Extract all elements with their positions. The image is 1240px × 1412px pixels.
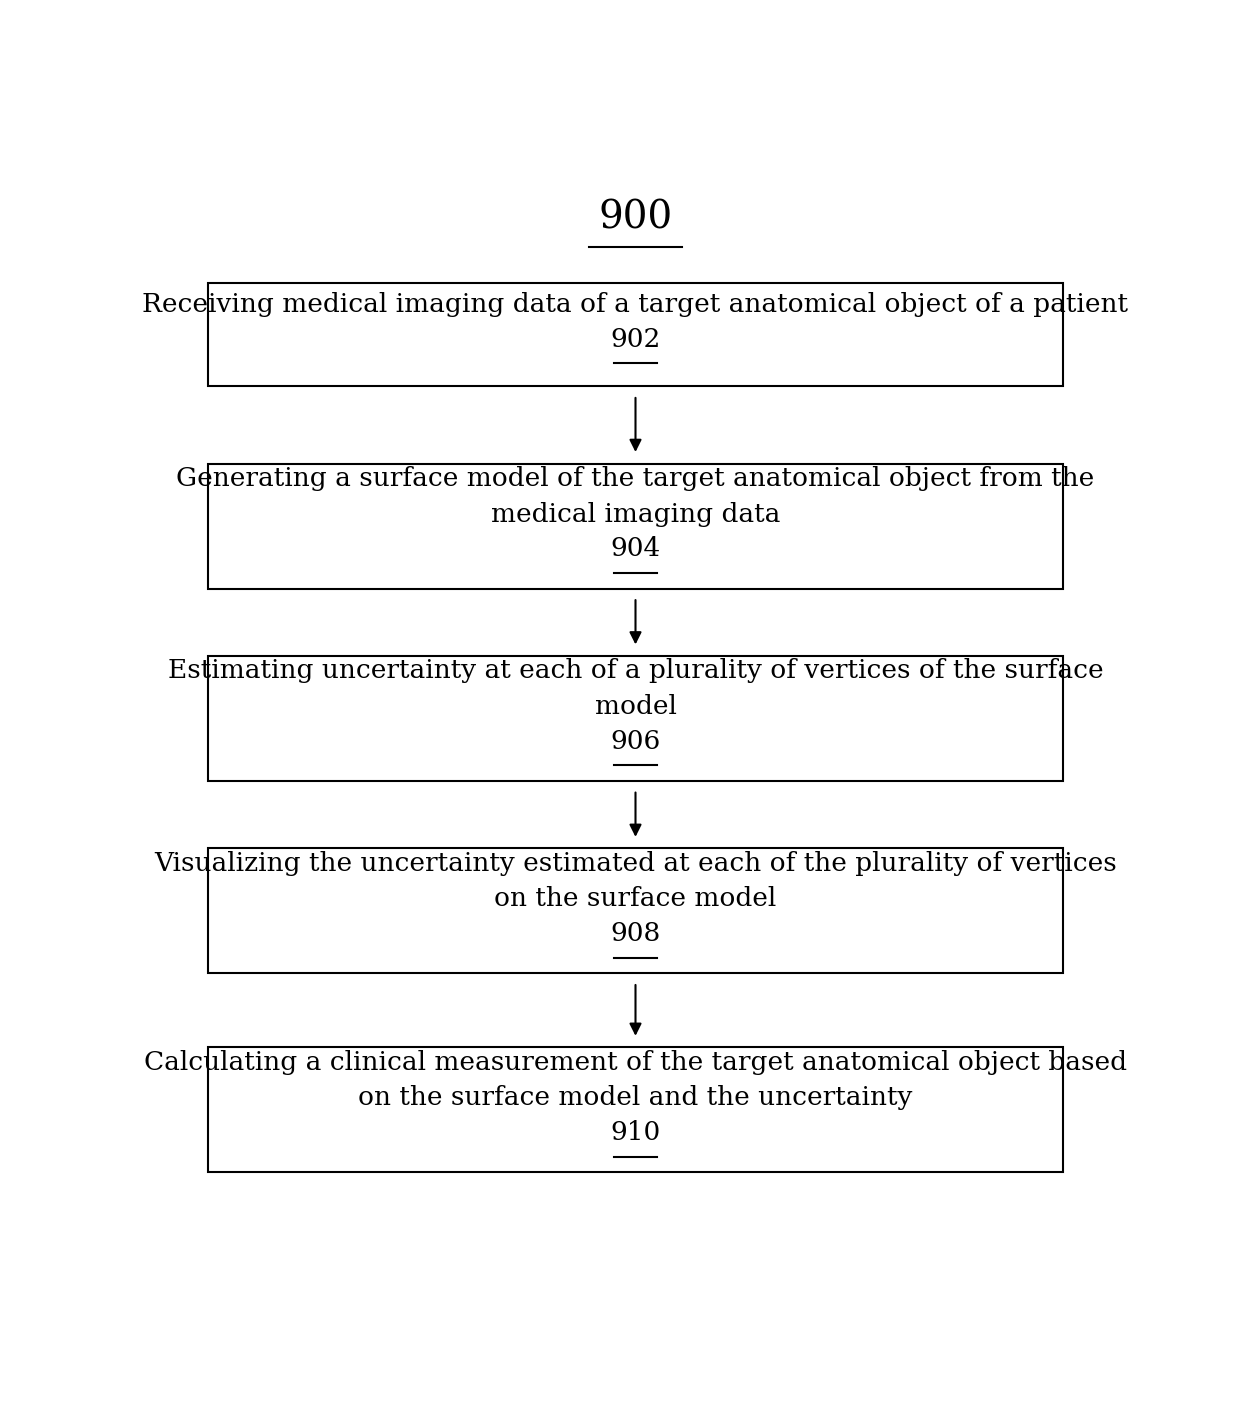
Text: Visualizing the uncertainty estimated at each of the plurality of vertices: Visualizing the uncertainty estimated at… bbox=[154, 850, 1117, 875]
Text: 908: 908 bbox=[610, 921, 661, 946]
Text: Receiving medical imaging data of a target anatomical object of a patient: Receiving medical imaging data of a targ… bbox=[143, 292, 1128, 318]
FancyBboxPatch shape bbox=[208, 282, 1063, 387]
Text: 904: 904 bbox=[610, 537, 661, 562]
Text: on the surface model: on the surface model bbox=[495, 887, 776, 912]
Text: on the surface model and the uncertainty: on the surface model and the uncertainty bbox=[358, 1086, 913, 1110]
Text: Generating a surface model of the target anatomical object from the: Generating a surface model of the target… bbox=[176, 466, 1095, 491]
Text: 902: 902 bbox=[610, 328, 661, 352]
Text: 910: 910 bbox=[610, 1120, 661, 1145]
FancyBboxPatch shape bbox=[208, 657, 1063, 781]
FancyBboxPatch shape bbox=[208, 849, 1063, 973]
FancyBboxPatch shape bbox=[208, 1048, 1063, 1172]
Text: medical imaging data: medical imaging data bbox=[491, 501, 780, 527]
Text: model: model bbox=[594, 695, 677, 719]
FancyBboxPatch shape bbox=[208, 463, 1063, 589]
Text: 900: 900 bbox=[599, 201, 672, 237]
Text: 906: 906 bbox=[610, 729, 661, 754]
Text: Calculating a clinical measurement of the target anatomical object based: Calculating a clinical measurement of th… bbox=[144, 1049, 1127, 1075]
Text: Estimating uncertainty at each of a plurality of vertices of the surface: Estimating uncertainty at each of a plur… bbox=[167, 658, 1104, 683]
